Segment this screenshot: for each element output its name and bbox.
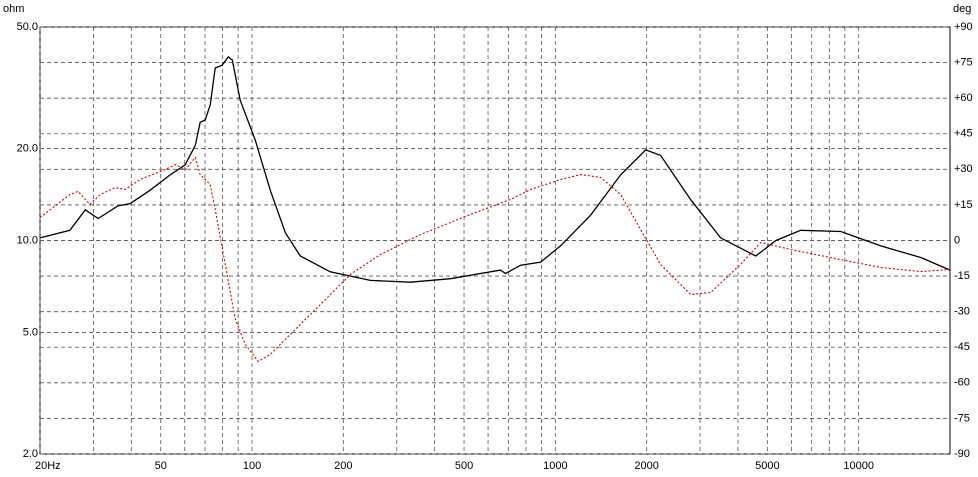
- y2-tick-label: -45: [954, 341, 970, 353]
- x-tick-label: 200: [334, 460, 352, 472]
- data-line: [39, 55, 951, 283]
- data-line: [39, 156, 951, 363]
- x-tick-label: 10000: [843, 460, 874, 472]
- y2-tick-label: -75: [954, 412, 970, 424]
- y2-tick-label: -90: [954, 448, 970, 460]
- y2-tick-label: +90: [954, 21, 973, 33]
- y-tick-label: 5.0: [23, 326, 38, 338]
- y2-tick-label: +60: [954, 92, 973, 104]
- x-tick-label: 2000: [634, 460, 658, 472]
- x-tick-label: 100: [243, 460, 261, 472]
- y2-tick-label: -60: [954, 377, 970, 389]
- y-tick-label: 10.0: [17, 234, 38, 246]
- y-tick-label: 20.0: [17, 142, 38, 154]
- y2-tick-label: -15: [954, 270, 970, 282]
- y-axis-label: ohm: [3, 3, 24, 15]
- y2-tick-label: +30: [954, 163, 973, 175]
- y2-tick-label: 0: [954, 234, 960, 246]
- y2-tick-label: +45: [954, 128, 973, 140]
- y-tick-label: 2.0: [23, 448, 38, 460]
- x-tick-label: 1000: [543, 460, 567, 472]
- y2-tick-label: +75: [954, 56, 973, 68]
- x-tick-label: 5000: [755, 460, 779, 472]
- y2-tick-label: -30: [954, 306, 970, 318]
- x-tick-label: 500: [455, 460, 473, 472]
- x-tick-label: 50: [155, 460, 167, 472]
- y2-axis-label: deg: [953, 3, 971, 15]
- y2-tick-label: +15: [954, 199, 973, 211]
- x-tick-label: 20Hz: [35, 460, 61, 472]
- y-tick-label: 50.0: [17, 21, 38, 33]
